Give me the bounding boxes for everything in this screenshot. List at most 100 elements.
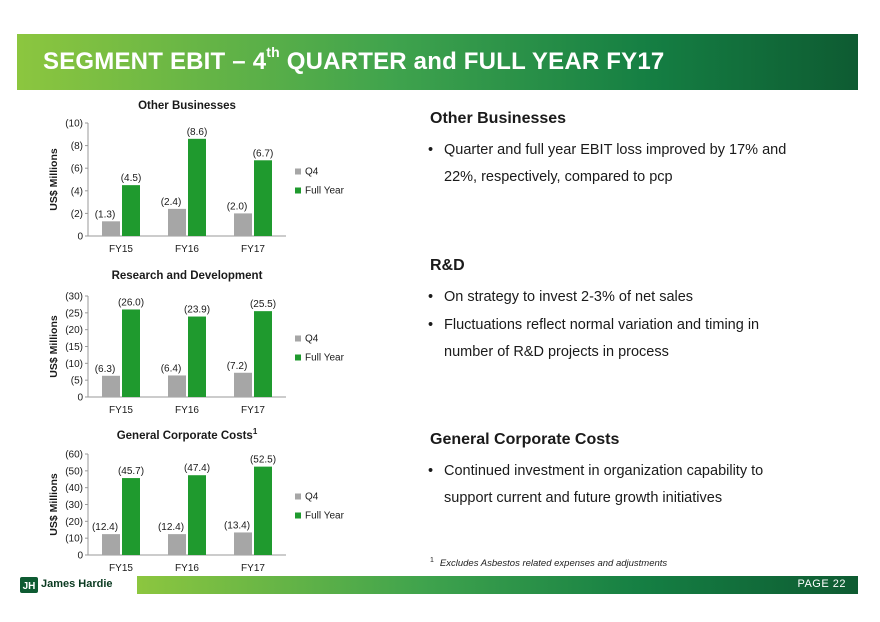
y-tick-label: (10) xyxy=(65,119,83,130)
legend-swatch-q4 xyxy=(295,335,301,342)
x-tick-label: FY15 xyxy=(109,405,133,416)
legend-label-q4: Q4 xyxy=(305,492,319,503)
chart-research-development: Research and Development US$ Millions 0 (5)… xyxy=(48,270,345,416)
data-label-q4: (12.4) xyxy=(92,522,118,533)
bar-full-year-FY16 xyxy=(188,475,206,555)
bar-full-year-FY17 xyxy=(254,160,272,236)
title-banner: SEGMENT EBIT – 4th QUARTER and FULL YEAR… xyxy=(17,34,858,90)
bar-full-year-FY17 xyxy=(254,311,272,397)
y-tick-label: (4) xyxy=(71,186,83,197)
data-label-full-year: (26.0) xyxy=(118,297,144,308)
bar-q4-FY15 xyxy=(102,221,120,236)
page-title: SEGMENT EBIT – 4th QUARTER and FULL YEAR… xyxy=(43,44,665,75)
legend-label-full-year: Full Year xyxy=(305,353,345,364)
x-tick-label: FY16 xyxy=(175,405,199,416)
bar-full-year-FY15 xyxy=(122,478,140,555)
bar-q4-FY16 xyxy=(168,208,186,236)
section-title-other-businesses: Other Businesses xyxy=(430,110,567,127)
x-tick-label: FY16 xyxy=(175,563,199,574)
chart-title: Research and Development xyxy=(112,270,263,282)
y-tick-label: (6) xyxy=(71,164,83,175)
bar-q4-FY17 xyxy=(234,372,252,397)
data-label-q4: (12.4) xyxy=(158,522,184,533)
data-label-full-year: (47.4) xyxy=(184,463,210,474)
legend-swatch-full-year xyxy=(295,512,301,519)
x-tick-label: FY16 xyxy=(175,244,199,255)
y-tick-label: 0 xyxy=(77,393,83,404)
legend-swatch-q4 xyxy=(295,168,301,175)
bullet-general-corporate-costs-1: • Continued investment in organization ca… xyxy=(428,458,804,512)
bar-q4-FY17 xyxy=(234,532,252,555)
y-tick-label: (10) xyxy=(65,359,83,370)
x-tick-label: FY15 xyxy=(109,563,133,574)
legend-label-q4: Q4 xyxy=(305,334,319,345)
bar-q4-FY17 xyxy=(234,213,252,236)
y-axis-label: US$ Millions xyxy=(48,473,60,536)
bullet-dot: • xyxy=(428,289,434,305)
bar-full-year-FY16 xyxy=(188,138,206,236)
y-tick-label: 0 xyxy=(77,551,83,562)
y-tick-label: (30) xyxy=(65,500,83,511)
y-tick-label: (2) xyxy=(71,209,83,220)
chart-general-corporate-costs: General Corporate Costs1 US$ Millions 0 (10… xyxy=(48,427,345,574)
bar-q4-FY16 xyxy=(168,375,186,397)
data-label-full-year: (23.9) xyxy=(184,305,210,316)
top-margin xyxy=(0,0,880,34)
bullet-dot: • xyxy=(428,463,434,479)
y-tick-label: (20) xyxy=(65,517,83,528)
x-tick-label: FY17 xyxy=(241,244,265,255)
footnote: 1 Excludes Asbestos related expenses and … xyxy=(430,557,668,570)
company-logo-icon: JH xyxy=(20,577,38,593)
bullet-rd-1: • On strategy to invest 2-3% of net sales xyxy=(428,284,824,311)
page-number: PAGE 22 xyxy=(797,578,846,590)
legend-swatch-full-year xyxy=(295,187,301,194)
data-label-q4: (2.0) xyxy=(227,201,248,212)
svg-text:JH: JH xyxy=(23,581,36,592)
legend-label-q4: Q4 xyxy=(305,167,319,178)
x-tick-label: FY17 xyxy=(241,563,265,574)
y-tick-label: (30) xyxy=(65,292,83,303)
data-label-full-year: (52.5) xyxy=(250,455,276,466)
legend-swatch-q4 xyxy=(295,493,301,500)
y-tick-label: (25) xyxy=(65,308,83,319)
bar-full-year-FY15 xyxy=(122,309,140,397)
y-tick-label: (8) xyxy=(71,141,83,152)
y-tick-label: (50) xyxy=(65,466,83,477)
section-title-general-corporate-costs: General Corporate Costs xyxy=(430,431,620,448)
company-name: James Hardie xyxy=(41,578,113,590)
y-tick-label: (20) xyxy=(65,325,83,336)
bar-full-year-FY15 xyxy=(122,185,140,236)
footer-bar: JH James Hardie PAGE 22 xyxy=(17,576,858,594)
section-title-rd: R&D xyxy=(430,257,465,274)
data-label-full-year: (25.5) xyxy=(250,299,276,310)
y-tick-label: (40) xyxy=(65,483,83,494)
legend-swatch-full-year xyxy=(295,354,301,361)
y-axis-label: US$ Millions xyxy=(48,315,60,378)
x-tick-label: FY17 xyxy=(241,405,265,416)
bullet-rd-2: • Fluctuations reflect normal variation a… xyxy=(428,312,804,366)
bar-q4-FY15 xyxy=(102,375,120,397)
bullet-dot: • xyxy=(428,317,434,333)
bar-q4-FY15 xyxy=(102,534,120,555)
legend-label-full-year: Full Year xyxy=(305,186,345,197)
data-label-full-year: (8.6) xyxy=(187,127,208,138)
data-label-full-year: (6.7) xyxy=(253,148,274,159)
bar-full-year-FY17 xyxy=(254,466,272,555)
y-tick-label: (5) xyxy=(71,376,83,387)
data-label-q4: (1.3) xyxy=(95,209,116,220)
bar-full-year-FY16 xyxy=(188,316,206,397)
bullet-dot: • xyxy=(428,142,434,158)
chart-title: General Corporate Costs1 xyxy=(117,427,258,442)
data-label-q4: (2.4) xyxy=(161,197,182,208)
data-label-q4: (7.2) xyxy=(227,361,248,372)
x-tick-label: FY15 xyxy=(109,244,133,255)
y-tick-label: (15) xyxy=(65,342,83,353)
company-logo: JH James Hardie xyxy=(17,576,137,594)
y-axis-label: US$ Millions xyxy=(48,148,60,211)
bullet-other-businesses-1: • Quarter and full year EBIT loss improve… xyxy=(428,137,804,191)
chart-other-businesses: Other Businesses US$ Millions 0 (2) (4) (6) (8… xyxy=(48,100,345,255)
data-label-full-year: (4.5) xyxy=(121,173,142,184)
y-tick-label: (10) xyxy=(65,534,83,545)
legend-label-full-year: Full Year xyxy=(305,511,345,522)
y-tick-label: 0 xyxy=(77,232,83,243)
